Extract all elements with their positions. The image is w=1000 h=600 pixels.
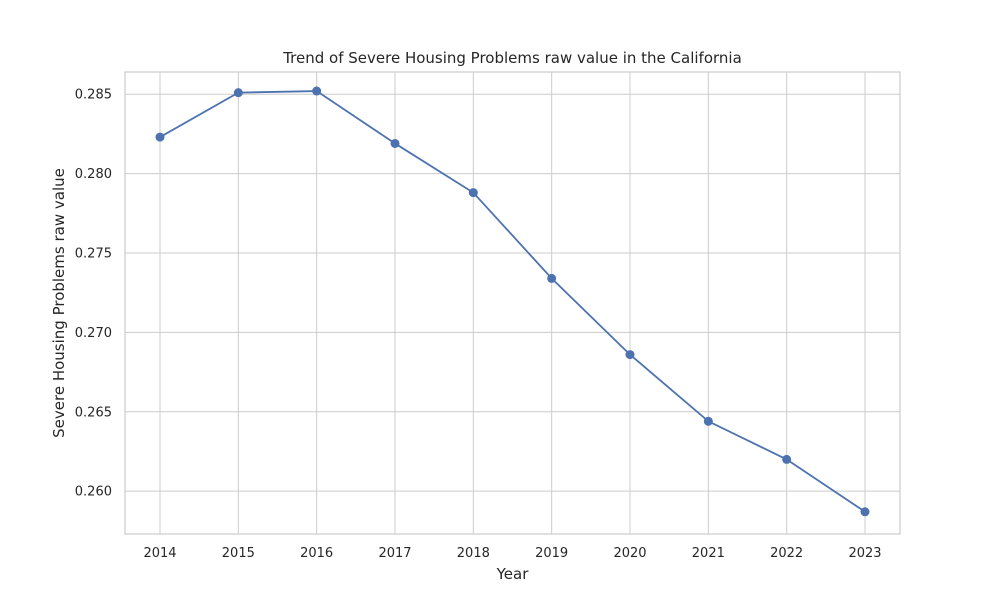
data-point-2020 xyxy=(625,350,635,360)
y-tick-label: 0.285 xyxy=(75,88,112,103)
x-tick-label: 2023 xyxy=(848,546,881,561)
y-tick-label: 0.270 xyxy=(75,326,112,341)
y-tick-label: 0.265 xyxy=(75,405,112,420)
x-tick-label: 2019 xyxy=(535,546,568,561)
series-layer xyxy=(155,86,870,517)
chart-title: Trend of Severe Housing Problems raw val… xyxy=(282,49,742,67)
data-point-2015 xyxy=(233,88,243,98)
y-axis-label: Severe Housing Problems raw value xyxy=(50,168,68,438)
x-tick-label: 2021 xyxy=(692,546,725,561)
x-tick-label: 2018 xyxy=(457,546,490,561)
data-point-2014 xyxy=(155,132,165,142)
y-tick-label: 0.280 xyxy=(75,167,112,182)
data-point-2023 xyxy=(860,507,870,517)
data-point-2018 xyxy=(468,188,478,198)
data-point-2016 xyxy=(312,86,322,96)
y-tick-label: 0.275 xyxy=(75,246,112,261)
data-point-2019 xyxy=(547,273,557,283)
x-axis-label: Year xyxy=(496,565,530,583)
x-tick-label: 2020 xyxy=(613,546,646,561)
y-tick-label: 0.260 xyxy=(75,485,112,500)
plot-frame xyxy=(124,71,901,535)
data-point-2022 xyxy=(782,454,792,464)
series-line xyxy=(159,90,866,513)
x-tick-label: 2016 xyxy=(300,546,333,561)
x-tick-label: 2022 xyxy=(770,546,803,561)
x-tick-label: 2017 xyxy=(378,546,411,561)
tick-layer: 2014 2015 2016 2017 2018 2019 2020 2021 2022 2023… xyxy=(75,88,882,561)
data-point-2017 xyxy=(390,138,400,148)
data-point-2021 xyxy=(703,416,713,426)
grid-layer xyxy=(125,72,900,534)
x-tick-label: 2015 xyxy=(222,546,255,561)
x-tick-label: 2014 xyxy=(143,546,176,561)
